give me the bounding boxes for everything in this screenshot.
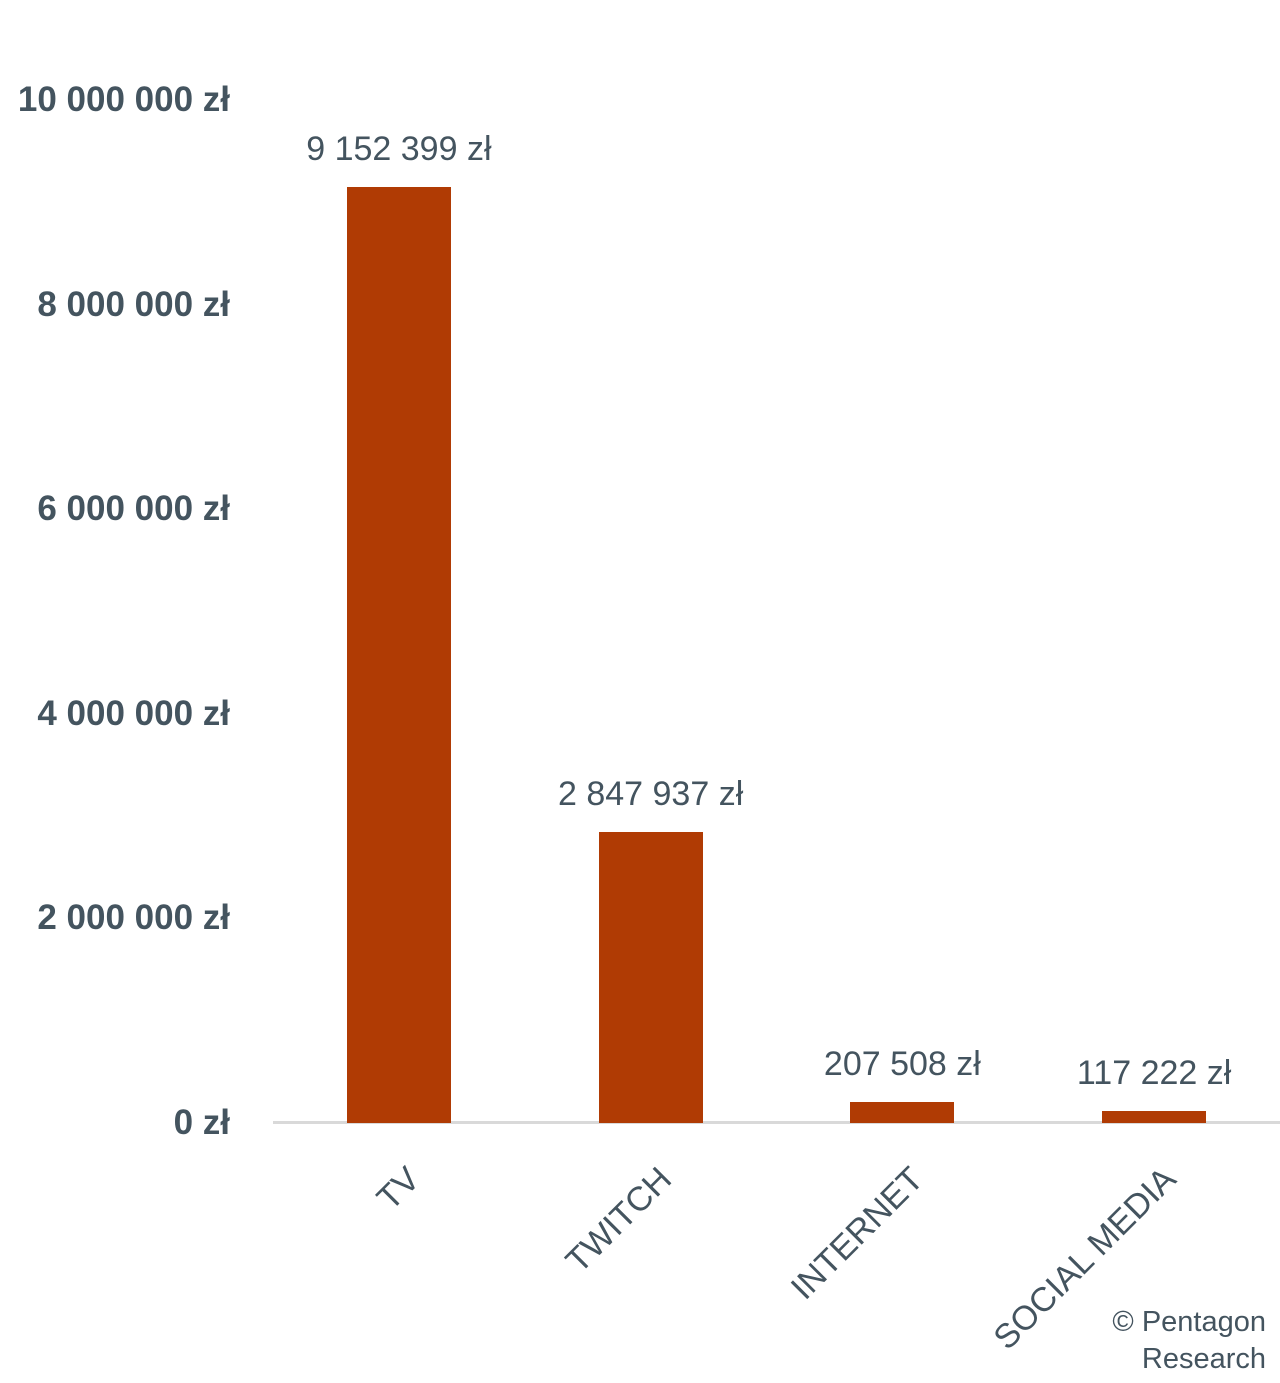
x-category-label-tv: TV	[370, 1160, 428, 1218]
bar-value-label-social-media: 117 222 zł	[1076, 1054, 1232, 1092]
x-category-label-internet: INTERNET	[784, 1160, 932, 1308]
bar-value-label-twitch: 2 847 937 zł	[557, 774, 744, 813]
y-tick-label: 2 000 000 zł	[37, 898, 230, 938]
bar-value-label-tv: 9 152 399 zł	[306, 129, 492, 168]
bar-value-label-internet: 207 508 zł	[823, 1044, 981, 1083]
bar-twitch	[598, 831, 703, 1123]
y-tick-label: 4 000 000 zł	[37, 693, 230, 733]
y-tick-label: 6 000 000 zł	[37, 489, 230, 529]
x-category-label-twitch: TWITCH	[559, 1160, 680, 1281]
y-tick-label: 8 000 000 zł	[37, 284, 230, 324]
y-tick-label: 10 000 000 zł	[17, 80, 230, 119]
copyright-credit: © Pentagon Research	[1112, 1306, 1266, 1375]
bar-internet	[850, 1101, 955, 1123]
bar-tv	[346, 186, 451, 1123]
x-axis-line	[273, 1121, 1280, 1124]
bar-social-media	[1102, 1111, 1207, 1123]
y-tick-label: 0 zł	[173, 1103, 230, 1142]
